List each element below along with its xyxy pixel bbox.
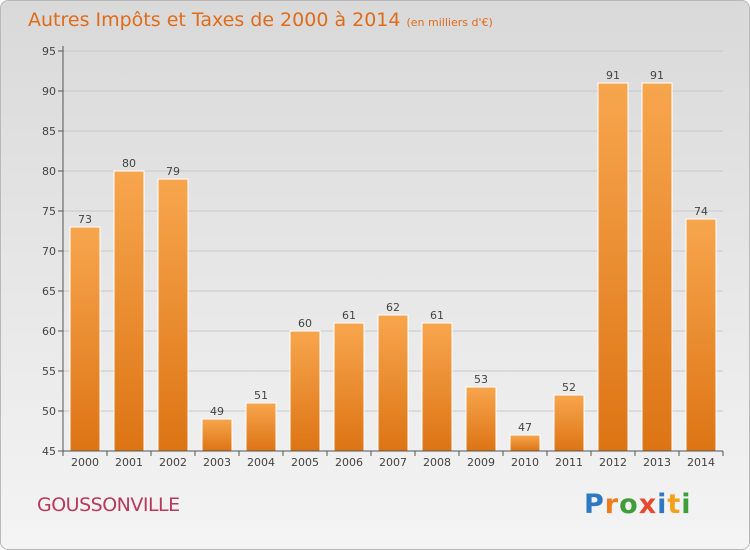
bar-2007 (377, 314, 409, 452)
y-tick-label: 60 (42, 325, 56, 338)
proxiti-logo: Proxiti (584, 489, 692, 520)
bar-2009 (465, 386, 497, 452)
data-label: 80 (122, 157, 136, 170)
bar-2004 (245, 402, 277, 452)
bar-2010 (509, 434, 541, 452)
x-tick-label: 2014 (687, 456, 715, 469)
y-tick-label: 75 (42, 205, 56, 218)
x-tick-label: 2009 (467, 456, 495, 469)
chart-title-text: Autres Impôts et Taxes de 2000 à 2014 (28, 9, 401, 31)
x-tick-label: 2007 (379, 456, 407, 469)
y-tick-label: 80 (42, 165, 56, 178)
bar-2008 (421, 322, 453, 452)
data-label: 53 (474, 373, 488, 386)
y-tick-label: 50 (42, 405, 56, 418)
y-axis: 45 50 55 60 65 70 75 80 85 90 95 (42, 45, 64, 458)
data-label: 91 (650, 69, 664, 82)
bar-2001 (113, 170, 145, 452)
x-tick-label: 2005 (291, 456, 319, 469)
bar-2005 (289, 330, 321, 452)
data-label: 74 (694, 205, 708, 218)
y-tick-label: 70 (42, 245, 56, 258)
chart-title: Autres Impôts et Taxes de 2000 à 2014 (en… (28, 9, 493, 31)
y-tick-label: 95 (42, 45, 56, 58)
data-label: 52 (562, 381, 576, 394)
bars: 73 80 79 49 51 60 61 62 61 53 47 52 91 91 74 (69, 69, 717, 452)
x-tick-label: 2012 (599, 456, 627, 469)
y-tick-label: 90 (42, 85, 56, 98)
data-label: 91 (606, 69, 620, 82)
bar-2013 (641, 82, 673, 452)
y-tick-label: 45 (42, 445, 56, 458)
x-tick-label: 2001 (115, 456, 143, 469)
data-label: 73 (78, 213, 92, 226)
data-label: 79 (166, 165, 180, 178)
data-label: 60 (298, 317, 312, 330)
x-axis: 2000 2001 2002 2003 2004 2005 2006 2007 2008 2009… (62, 450, 724, 469)
bar-2006 (333, 322, 365, 452)
bar-2014 (685, 218, 717, 452)
bar-2002 (157, 178, 189, 452)
bar-2011 (553, 394, 585, 452)
data-label: 61 (430, 309, 444, 322)
x-tick-label: 2003 (203, 456, 231, 469)
y-tick-label: 65 (42, 285, 56, 298)
x-tick-label: 2006 (335, 456, 363, 469)
data-label: 49 (210, 405, 224, 418)
y-tick-label: 55 (42, 365, 56, 378)
data-label: 47 (518, 421, 532, 434)
bar-2012 (597, 82, 629, 452)
x-tick-label: 2002 (159, 456, 187, 469)
x-tick-label: 2013 (643, 456, 671, 469)
x-tick-label: 2004 (247, 456, 275, 469)
y-tick-label: 85 (42, 125, 56, 138)
bar-2003 (201, 418, 233, 452)
x-tick-label: 2010 (511, 456, 539, 469)
chart-subtitle: (en milliers d'€) (406, 16, 493, 29)
commune-name: GOUSSONVILLE (37, 494, 180, 516)
bar-2000 (69, 226, 101, 452)
data-label: 61 (342, 309, 356, 322)
data-label: 51 (254, 389, 268, 402)
data-label: 62 (386, 301, 400, 314)
x-tick-label: 2011 (555, 456, 583, 469)
x-tick-label: 2000 (71, 456, 99, 469)
x-tick-label: 2008 (423, 456, 451, 469)
